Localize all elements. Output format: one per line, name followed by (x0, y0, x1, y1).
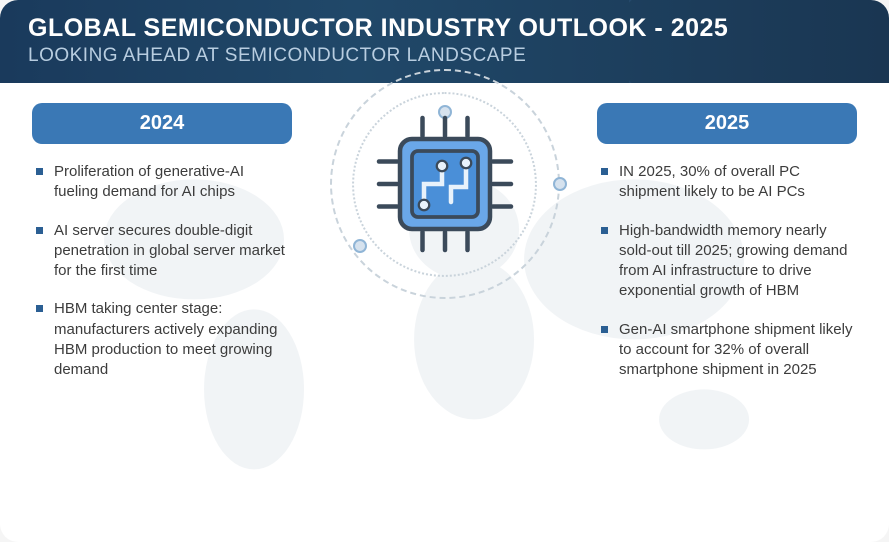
list-item: Proliferation of generative-AI fueling d… (36, 162, 292, 203)
columns: 2024 Proliferation of generative-AI fuel… (32, 103, 857, 398)
list-item: IN 2025, 30% of overall PC shipment like… (601, 162, 857, 203)
infographic-card: GLOBAL SEMICONDUCTOR INDUSTRY OUTLOOK - … (0, 0, 889, 542)
center-graphic (325, 109, 565, 259)
bullet-list-2024: Proliferation of generative-AI fueling d… (32, 162, 292, 380)
year-pill-2024: 2024 (32, 103, 292, 144)
orbit-dot (553, 177, 567, 191)
year-pill-2025: 2025 (597, 103, 857, 144)
page-subtitle: LOOKING AHEAD AT SEMICONDUCTOR LANDSCAPE (28, 45, 861, 67)
page-title: GLOBAL SEMICONDUCTOR INDUSTRY OUTLOOK - … (28, 14, 861, 43)
bullet-list-2025: IN 2025, 30% of overall PC shipment like… (597, 162, 857, 380)
list-item: Gen-AI smartphone shipment likely to acc… (601, 320, 857, 381)
list-item: HBM taking center stage: manufacturers a… (36, 299, 292, 380)
list-item: AI server secures double-digit penetrati… (36, 221, 292, 282)
chip-icon (370, 109, 520, 259)
column-2024: 2024 Proliferation of generative-AI fuel… (32, 103, 292, 398)
column-2025: 2025 IN 2025, 30% of overall PC shipment… (597, 103, 857, 398)
orbit-dot (353, 239, 367, 253)
body: 2024 Proliferation of generative-AI fuel… (0, 83, 889, 535)
list-item: High-bandwidth memory nearly sold-out ti… (601, 221, 857, 302)
